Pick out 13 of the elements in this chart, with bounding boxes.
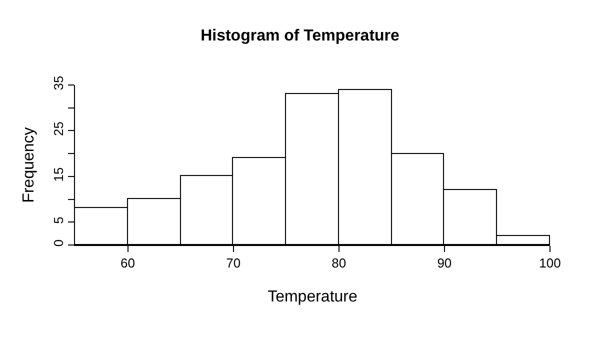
x-tick-label: 90	[437, 256, 452, 271]
chart-title: Histogram of Temperature	[200, 28, 400, 45]
x-tick-label: 100	[539, 256, 561, 271]
y-tick-label: 5	[50, 216, 66, 224]
y-tick-label: 15	[50, 167, 66, 182]
y-tick-label: 0	[50, 239, 66, 247]
x-tick-label: 70	[226, 256, 241, 271]
x-tick-label: 80	[332, 256, 346, 271]
y-tick-label: 35	[50, 76, 66, 90]
x-tick-label: 60	[120, 256, 136, 271]
x-axis-title: Temperature	[268, 288, 358, 306]
y-axis-title: Frequency	[20, 127, 38, 203]
y-tick-label: 25	[50, 122, 66, 136]
